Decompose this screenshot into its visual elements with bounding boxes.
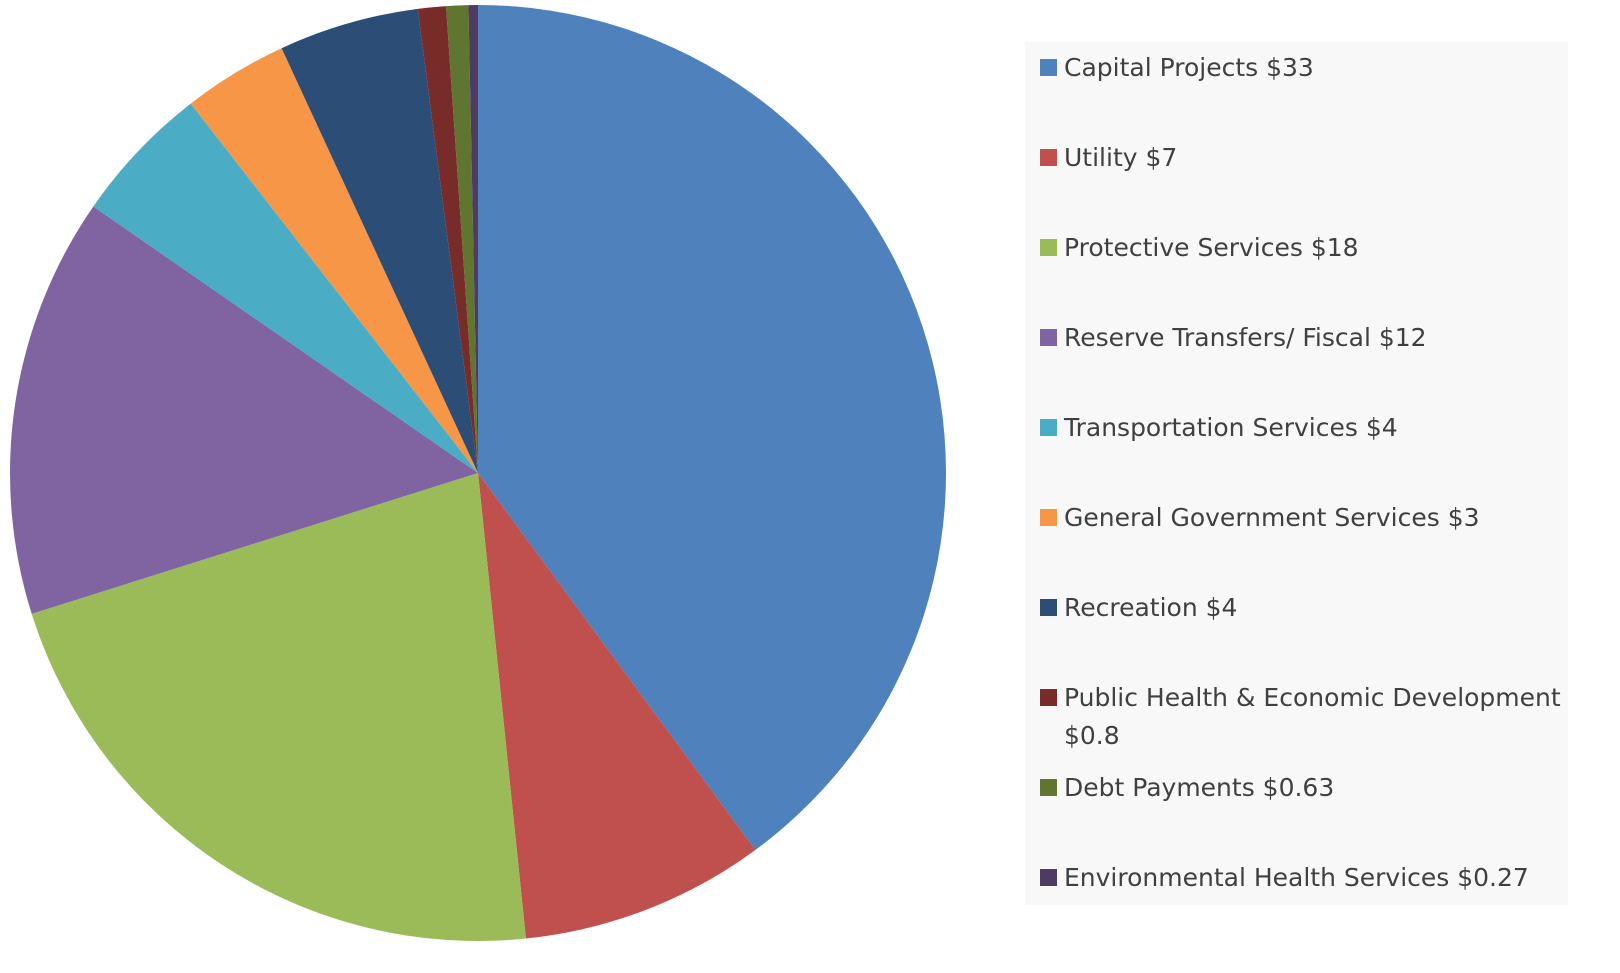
legend-item: Public Health & Economic Development $0.… [1040, 679, 1568, 755]
legend-item: Transportation Services $4 [1040, 409, 1568, 447]
legend-item: Environmental Health Services $0.27 [1040, 859, 1568, 897]
legend-label: Recreation $4 [1064, 593, 1238, 622]
legend-item: Recreation $4 [1040, 589, 1568, 627]
pie-slice [281, 8, 478, 473]
pie-slice [478, 473, 756, 939]
legend-swatch [1040, 779, 1057, 796]
legend-label: General Government Services $3 [1064, 503, 1480, 532]
legend-label: Debt Payments $0.63 [1064, 773, 1335, 802]
legend-swatch [1040, 869, 1057, 886]
pie-slice [478, 5, 946, 850]
legend-item: Protective Services $18 [1040, 229, 1568, 267]
legend-item: Capital Projects $33 [1040, 49, 1568, 87]
legend-swatch [1040, 509, 1057, 526]
legend-swatch [1040, 689, 1057, 706]
pie-slice [190, 48, 478, 473]
legend-swatch [1040, 419, 1057, 436]
legend-label: Transportation Services $4 [1064, 413, 1398, 442]
pie-slice [446, 5, 478, 474]
legend-item: Debt Payments $0.63 [1040, 769, 1568, 807]
legend: Capital Projects $33 Utility $7 Protective… [1025, 42, 1568, 905]
chart [9, 5, 946, 941]
legend-label: Reserve Transfers/ Fiscal $12 [1064, 323, 1427, 352]
pie-slice [9, 206, 478, 614]
pie-slice [417, 6, 478, 473]
legend-label: Environmental Health Services $0.27 [1064, 863, 1529, 892]
legend-item: General Government Services $3 [1040, 499, 1568, 537]
legend-swatch [1040, 59, 1057, 76]
legend-swatch [1040, 149, 1057, 166]
legend-label: Capital Projects $33 [1064, 53, 1314, 82]
legend-label: Public Health & Economic Development $0.… [1064, 683, 1561, 750]
legend-label: Protective Services $18 [1064, 233, 1359, 262]
legend-swatch [1040, 329, 1057, 346]
legend-label: Utility $7 [1064, 143, 1178, 172]
legend-item: Utility $7 [1040, 139, 1568, 177]
legend-item: Reserve Transfers/ Fiscal $12 [1040, 319, 1568, 357]
pie-slice [93, 103, 479, 474]
legend-swatch [1040, 239, 1057, 256]
pie-slice [31, 473, 526, 941]
pie-slice [468, 5, 478, 473]
legend-swatch [1040, 599, 1057, 616]
